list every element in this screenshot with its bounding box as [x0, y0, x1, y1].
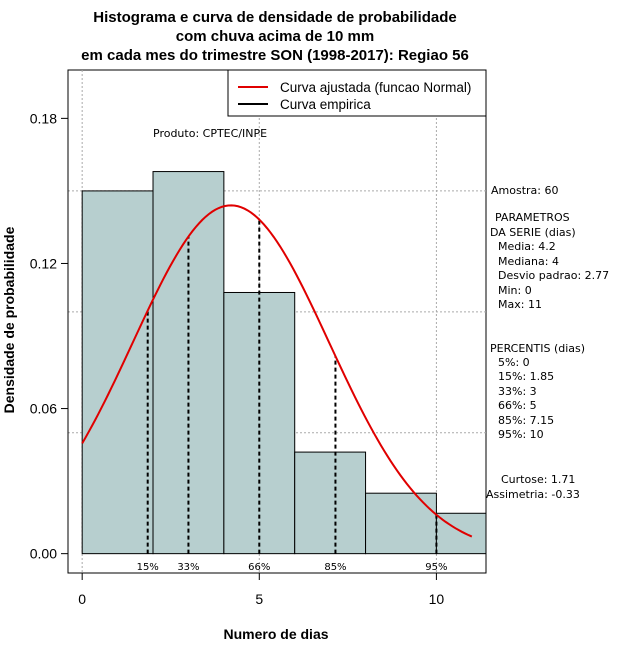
fitted-normal-curve [81, 204, 473, 538]
stat-desvio: Desvio padrao: 2.77 [498, 269, 609, 282]
stat-p15: 15%: 1.85 [498, 370, 554, 383]
stat-min: Min: 0 [498, 284, 532, 297]
histogram-bar-0 [81, 190, 154, 555]
stat-media: Media: 4.2 [498, 240, 556, 253]
percentile-label-2: 66% [248, 562, 270, 573]
chart-title-line-3: em cada mes do trimestre SON (1998-2017)… [81, 47, 469, 64]
percentile-label-1: 33% [177, 562, 199, 573]
y-tick-label-3: 0.18 [30, 110, 57, 126]
statistics-panel: Amostra: 60 PARAMETROS DA SERIE (dias) M… [486, 184, 609, 501]
percentile-label-3: 85% [324, 562, 346, 573]
x-tick-label-0: 0 [78, 591, 86, 607]
legend: Curva ajustada (funcao Normal) Curva emp… [227, 69, 487, 117]
y-axis-label: Densidade de probabilidade [1, 226, 17, 413]
percentile-label-0: 15% [137, 562, 159, 573]
stat-amostra: Amostra: 60 [491, 184, 558, 197]
x-axis: 0 5 10 [78, 572, 445, 607]
stat-p66: 66%: 5 [498, 399, 537, 412]
histogram-bar-3 [294, 451, 367, 555]
percentile-label-4: 95% [425, 562, 447, 573]
x-tick-label-1: 5 [255, 591, 263, 607]
legend-label-fitted: Curva ajustada (funcao Normal) [280, 80, 471, 95]
stat-p5: 5%: 0 [498, 356, 530, 369]
stat-percentis-title: PERCENTIS (dias) [490, 342, 585, 355]
histogram-bar-4 [365, 492, 437, 555]
chart-title-line-1: Histograma e curva de densidade de proba… [93, 9, 456, 26]
legend-box [227, 69, 487, 117]
product-label: Produto: CPTEC/INPE [153, 127, 267, 140]
histogram-bars [81, 171, 487, 555]
legend-label-empirical: Curva empirica [280, 97, 371, 112]
x-tick-label-2: 10 [429, 591, 445, 607]
stat-curtose: Curtose: 1.71 [501, 473, 575, 486]
stat-assimetria: Assimetria: -0.33 [486, 488, 580, 501]
stat-mediana: Mediana: 4 [498, 255, 559, 268]
stat-p85: 85%: 7.15 [498, 414, 554, 427]
stat-parametros-title-1: PARAMETROS [495, 211, 570, 224]
y-tick-label-0: 0.00 [30, 546, 57, 562]
chart-title-line-2: com chuva acima de 10 mm [176, 28, 374, 45]
percentile-lines: 15% 33% 66% 85% 95% [137, 219, 448, 573]
y-tick-label-1: 0.06 [30, 401, 57, 417]
y-axis: 0.00 0.06 0.12 0.18 [30, 110, 69, 562]
x-axis-label: Numero de dias [223, 626, 328, 642]
stat-parametros-title-2: DA SERIE (dias) [490, 226, 576, 239]
stat-p95: 95%: 10 [498, 428, 544, 441]
histogram-bar-2 [223, 291, 296, 555]
stat-p33: 33%: 3 [498, 385, 537, 398]
y-tick-label-2: 0.12 [30, 255, 57, 271]
stat-max: Max: 11 [498, 298, 542, 311]
